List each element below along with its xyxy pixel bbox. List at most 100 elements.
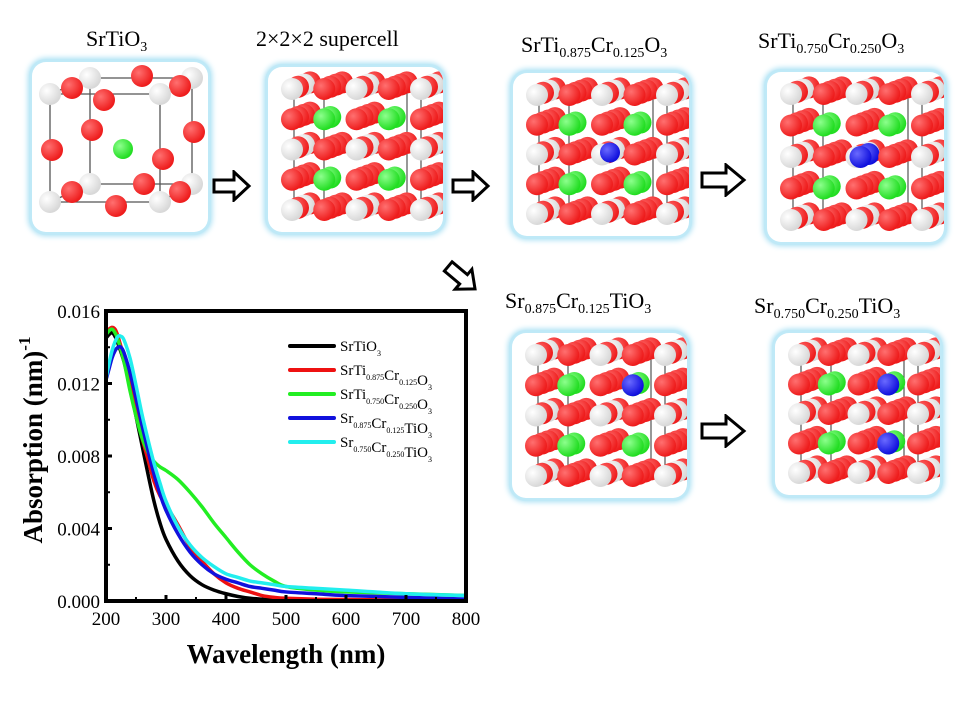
atom-o [878, 209, 901, 231]
atom-o [61, 77, 83, 99]
atom-o [526, 173, 548, 196]
atom-ti [788, 344, 810, 366]
arrow-diagonal-icon [442, 259, 477, 291]
atom-ti [526, 203, 548, 225]
atom-ti [847, 403, 870, 425]
atom-o [878, 83, 901, 105]
atom-o [133, 173, 155, 195]
atom-o [169, 75, 191, 97]
formula-subscript: 3 [660, 46, 668, 61]
atom-ti [780, 209, 802, 231]
atom-ti [39, 83, 61, 105]
atom-ti [525, 404, 547, 427]
atom-o [313, 138, 336, 161]
legend-label: SrTi0.875Cr0.125O3 [340, 363, 432, 392]
atom-ti [525, 344, 547, 366]
atom-o [817, 344, 840, 366]
atom-o [656, 173, 678, 196]
structure-panel-supercell [268, 67, 443, 232]
formula-text: Cr [805, 293, 828, 318]
atom-sr [812, 177, 835, 200]
atom-o [877, 462, 900, 484]
atom-o [623, 84, 646, 106]
atom-ti [656, 84, 678, 106]
formula-text: Cr [590, 32, 613, 57]
formula-subscript: 0.250 [849, 42, 882, 57]
atom-ti [410, 78, 432, 100]
atom-o [907, 373, 929, 396]
series-line-1 [106, 325, 466, 601]
atom-o [152, 148, 174, 170]
y-tick-label: 0.000 [57, 592, 100, 613]
atom-ti [845, 209, 868, 231]
atom-cr [849, 146, 872, 168]
atom-o [525, 434, 547, 457]
series-line-3 [106, 344, 466, 601]
x-tick-label: 200 [92, 609, 121, 630]
atom-o [621, 465, 644, 487]
atom-o [654, 374, 676, 397]
atom-ti [654, 344, 676, 366]
y-axis-title: Absorption (nm)-1 [15, 337, 48, 544]
atom-o [780, 177, 802, 200]
formula-text: O [644, 32, 661, 57]
atom-ti [654, 404, 676, 427]
atom-o [81, 119, 103, 141]
atom-o [788, 373, 810, 396]
formula-text: Cr [556, 288, 579, 313]
x-axis-title: Wavelength (nm) [187, 639, 386, 669]
legend-label: Sr0.750Cr0.250TiO3 [340, 435, 432, 464]
x-tick-label: 300 [152, 609, 181, 630]
formula-subscript: 0.125 [578, 302, 610, 317]
atom-sr [817, 432, 840, 455]
atom-ti [656, 203, 678, 225]
structure-panel-ti-sub-0250 [767, 72, 944, 242]
atom-ti [656, 143, 678, 166]
atom-o [877, 344, 900, 366]
atom-o [525, 374, 547, 397]
atom-sr [313, 168, 336, 191]
atom-ti [589, 465, 612, 487]
arrow-right-icon [451, 170, 491, 202]
atom-o [93, 89, 115, 111]
atom-o [589, 434, 612, 457]
atom-ti [654, 465, 676, 487]
atom-ti [907, 462, 929, 484]
atom-o [812, 146, 835, 168]
atom-ti [39, 191, 61, 213]
atom-o [591, 113, 613, 136]
atom-ti [281, 138, 303, 161]
formula-text: Cr [827, 28, 850, 53]
formula-subscript: 3 [644, 302, 652, 317]
y-tick-label: 0.004 [57, 520, 100, 541]
atom-o [183, 121, 205, 143]
atom-cr [877, 432, 900, 455]
atom-ti [410, 199, 432, 221]
atom-o [281, 108, 303, 131]
atom-o [410, 108, 432, 131]
atom-ti [149, 191, 171, 213]
atom-o [558, 84, 581, 106]
atom-o [526, 113, 548, 136]
formula-text: TiO [858, 293, 894, 318]
atom-o [281, 168, 303, 191]
y-tick-label: 0.008 [57, 447, 100, 468]
y-tick-label: 0.016 [57, 302, 100, 323]
atom-ti [780, 146, 802, 168]
atom-ti [788, 462, 810, 484]
atom-sr [313, 108, 336, 131]
supercell-ti-0125-image [526, 77, 689, 225]
atom-ti [780, 83, 802, 105]
atom-ti [847, 462, 870, 484]
formula-subscript: 3 [897, 42, 905, 57]
atom-o [591, 173, 613, 196]
atom-ti [845, 83, 868, 105]
formula-subscript: 0.875 [559, 46, 591, 61]
atom-o [589, 374, 612, 397]
atom-ti [911, 83, 933, 105]
atom-o [877, 403, 900, 425]
supercell-ti-0250-image [780, 76, 944, 231]
atom-sr [113, 139, 133, 159]
atom-o [656, 113, 678, 136]
